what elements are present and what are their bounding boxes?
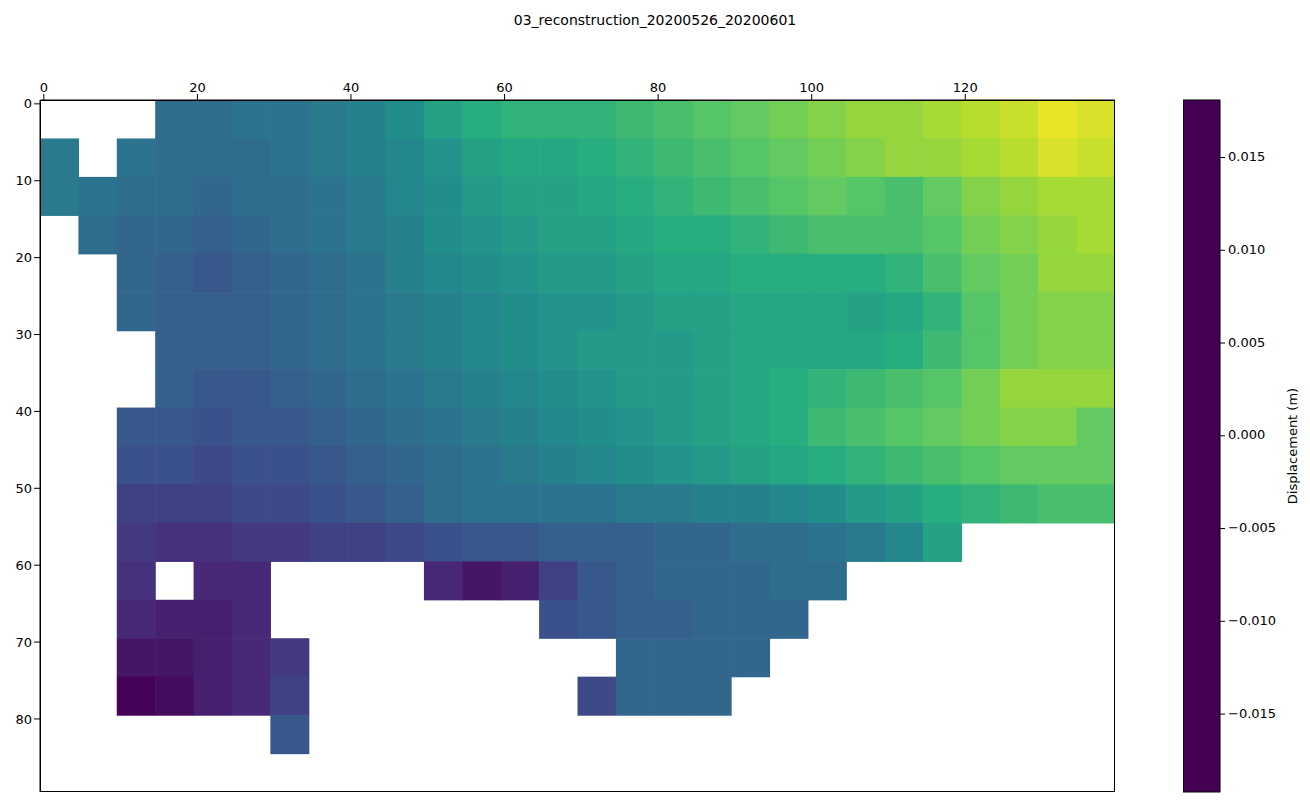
svg-text:−0.005: −0.005 bbox=[1228, 520, 1276, 535]
svg-text:100: 100 bbox=[799, 80, 824, 95]
svg-text:40: 40 bbox=[15, 404, 32, 419]
svg-text:60: 60 bbox=[496, 80, 513, 95]
svg-text:20: 20 bbox=[15, 250, 32, 265]
svg-text:70: 70 bbox=[15, 635, 32, 650]
svg-text:0.015: 0.015 bbox=[1228, 149, 1265, 164]
svg-text:0: 0 bbox=[40, 80, 48, 95]
svg-text:0.010: 0.010 bbox=[1228, 242, 1265, 257]
svg-text:50: 50 bbox=[15, 481, 32, 496]
svg-text:30: 30 bbox=[15, 327, 32, 342]
svg-text:Displacement (m): Displacement (m) bbox=[1285, 388, 1300, 504]
svg-text:0.005: 0.005 bbox=[1228, 335, 1265, 350]
svg-text:20: 20 bbox=[189, 80, 206, 95]
svg-text:0.000: 0.000 bbox=[1228, 427, 1265, 442]
svg-text:80: 80 bbox=[15, 712, 32, 727]
svg-text:0: 0 bbox=[24, 96, 32, 111]
svg-text:80: 80 bbox=[650, 80, 667, 95]
svg-text:120: 120 bbox=[953, 80, 978, 95]
svg-text:−0.010: −0.010 bbox=[1228, 613, 1276, 628]
svg-text:40: 40 bbox=[343, 80, 360, 95]
svg-text:60: 60 bbox=[15, 558, 32, 573]
html-text:03_reconstruction_20200526_202: 03_reconstruction_20200526_20200601 bbox=[513, 12, 797, 28]
svg-text:−0.015: −0.015 bbox=[1228, 706, 1276, 721]
svg-text:10: 10 bbox=[15, 173, 32, 188]
